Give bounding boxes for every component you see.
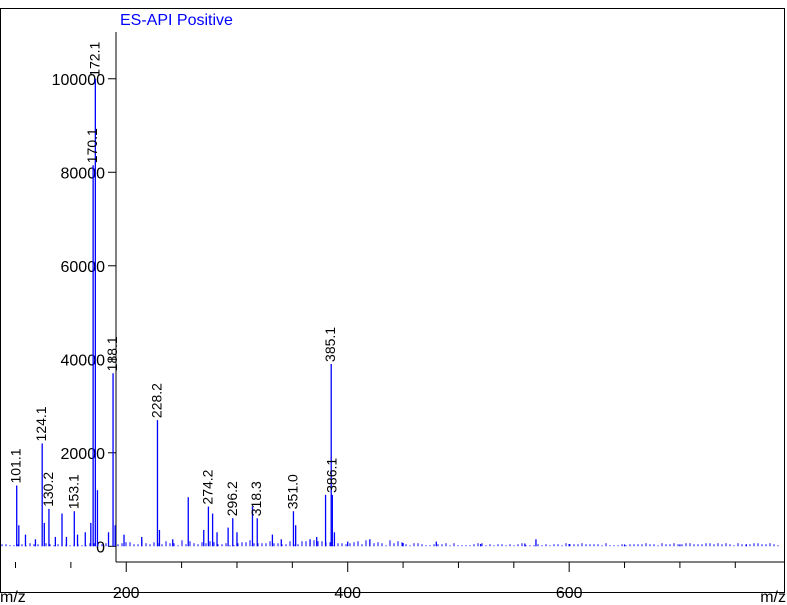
peak-label: 386.1 [323, 458, 339, 493]
x-tick-label: 200 [113, 585, 140, 602]
peak-bars [16, 78, 748, 547]
peak-label: 130.2 [40, 472, 56, 507]
x-axis-ticks: 200 400 600 [15, 562, 736, 602]
peak-label: 170.1 [84, 128, 100, 163]
y-tick-label: 80000 [61, 165, 106, 182]
peak-label: 274.2 [199, 469, 215, 504]
peak-label: 153.1 [65, 474, 81, 509]
y-tick-label: 20000 [61, 446, 106, 463]
peak-label: 188.1 [104, 336, 120, 371]
peak-label: 228.2 [148, 383, 164, 418]
y-tick-label: 0 [96, 539, 105, 556]
y-tick-label: 40000 [61, 352, 106, 369]
peak-label: 385.1 [322, 327, 338, 362]
y-tick-label: 100000 [52, 72, 105, 89]
y-axis-ticks: 0 20000 40000 60000 80000 100000 [52, 72, 116, 556]
chart-title: ES-API Positive [120, 12, 233, 29]
peak-labels: 101.1 124.1 130.2 153.1 170.1 172.1 188.1 228.2… [8, 42, 340, 517]
x-tick-label: 600 [556, 585, 583, 602]
peak-label: 172.1 [86, 42, 102, 77]
peak-label: 124.1 [33, 406, 49, 441]
peak-label: 296.2 [224, 481, 240, 516]
plot-frame [0, 8, 785, 593]
peak-label: 101.1 [8, 448, 24, 483]
x-tick-label: 400 [334, 585, 361, 602]
x-unit-label-right: m/z [760, 589, 786, 605]
peak-label: 318.3 [248, 481, 264, 516]
y-tick-label: 60000 [61, 259, 106, 276]
x-unit-label-left: m/z [0, 589, 26, 605]
peak-label: 351.0 [284, 474, 300, 509]
